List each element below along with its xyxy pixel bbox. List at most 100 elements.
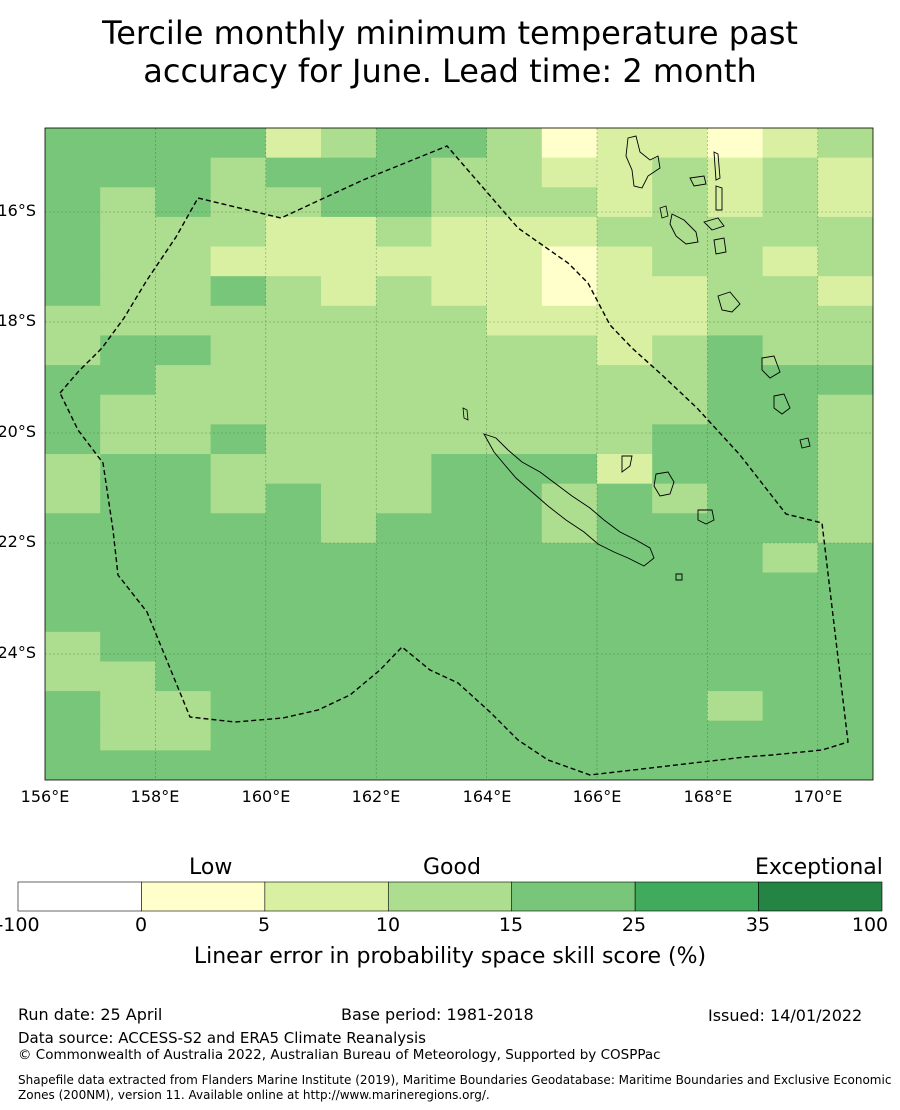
maewo-island [713,151,721,181]
skill-cell [597,365,653,396]
legend-category-good: Good [423,855,481,880]
skill-cell [762,454,819,485]
skill-cell [652,157,708,188]
skill-cell [100,691,156,722]
skill-cell [652,276,708,307]
skill-cell [210,631,267,663]
skill-cell [597,424,653,455]
skill-cell [431,335,488,366]
skill-cell [45,720,101,751]
skill-cell [100,187,156,218]
skill-cell [707,276,764,307]
skill-cell [597,394,653,425]
skill-cell [100,750,156,780]
skill-cell [762,602,819,633]
skill-cell [321,750,377,780]
skill-cell [817,246,873,277]
skill-cell [321,305,377,337]
skill-cell [100,216,156,248]
skill-cell [155,216,212,248]
skill-cell [817,661,873,692]
skill-cell [155,750,212,780]
skill-cell [597,454,653,485]
skill-cell [652,602,708,633]
skill-cell [321,394,377,425]
skill-cell [155,394,212,425]
skill-cell [817,276,873,307]
skill-cell [321,661,377,692]
skill-cell [431,305,488,337]
skill-cell [155,365,212,396]
skill-cell [265,394,322,425]
skill-cell [762,187,819,218]
skill-cell [265,602,322,633]
skill-cell [155,661,212,692]
lon-label-160e: 160°E [241,787,291,806]
skill-cell [652,572,708,603]
skill-cell [155,572,212,603]
skill-cell [431,513,488,544]
skill-cell [707,216,764,248]
skill-cell [210,365,267,396]
skill-cell [707,246,764,277]
skill-cell [707,483,764,514]
skill-cell [707,128,764,159]
skill-cell [817,483,873,514]
lon-label-156e: 156°E [20,787,70,806]
skill-cell [210,513,267,544]
skill-cell [707,691,764,722]
shapefile-credit-2: Zones (200NM), version 11. Available onl… [18,1088,490,1102]
skill-cell [210,424,267,455]
skill-cell [486,335,543,366]
map-title: Tercile monthly minimum temperature past… [0,14,900,90]
skill-cell [100,424,156,455]
colorbar-segment [141,881,266,912]
skill-cell [486,572,543,603]
skill-cell [431,661,488,692]
skill-cell [155,691,212,722]
skill-cell [652,750,708,780]
skill-cell [817,128,873,159]
skill-cell [597,572,653,603]
skill-cell [431,542,488,574]
colorbar-tick: 15 [498,914,524,936]
skill-cell [652,335,708,366]
skill-cell [817,750,873,780]
skill-cell [155,305,212,337]
skill-cell [321,187,377,218]
skill-cell [541,424,598,455]
skill-cell [541,335,598,366]
skill-cell [265,572,322,603]
skill-cell [376,335,432,366]
skill-cell [376,424,432,455]
skill-cell [541,365,598,396]
lat-label-20s: 20°S [0,422,36,441]
colorbar-tick: 100 [851,914,889,936]
skill-cell [100,394,156,425]
skill-cell [100,246,156,277]
skill-cell [652,720,708,751]
skill-cell [486,483,543,514]
skill-cell [707,305,764,337]
skill-cell [265,483,322,514]
skill-cell [707,454,764,485]
skill-cell [155,720,212,751]
skill-cell [817,187,873,218]
skill-cell [707,513,764,544]
skill-cell [210,157,267,188]
skill-cell [100,454,156,485]
skill-cell [762,128,819,159]
skill-cell [597,602,653,633]
pentecost-island [715,185,723,211]
skill-cell [541,750,598,780]
skill-cell [597,276,653,307]
skill-cell [431,750,488,780]
skill-cell [541,216,598,248]
skill-cell [265,424,322,455]
skill-cell [45,691,101,722]
skill-cell [210,394,267,425]
skill-cell [155,246,212,277]
skill-cell [376,246,432,277]
colorbar-tick: 10 [375,914,401,936]
